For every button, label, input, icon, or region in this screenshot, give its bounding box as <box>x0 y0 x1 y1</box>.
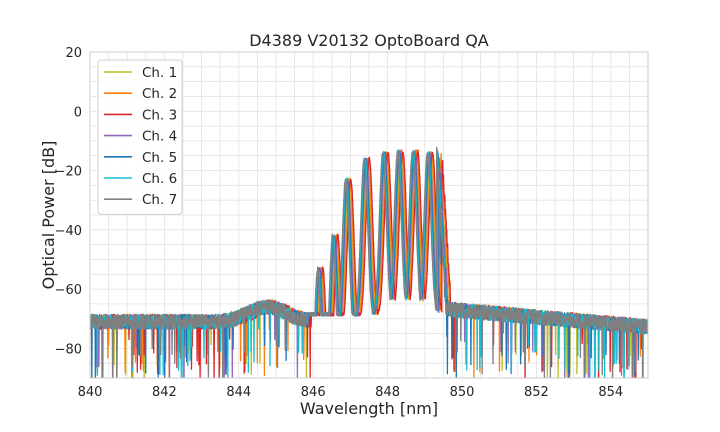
chart-title: D4389 V20132 OptoBoard QA <box>249 31 489 50</box>
legend-label: Ch. 2 <box>142 86 177 102</box>
x-axis-label: Wavelength [nm] <box>300 399 438 418</box>
legend-label: Ch. 1 <box>142 65 177 81</box>
y-tick-label: 20 <box>65 46 82 61</box>
y-axis-label: Optical Power [dB] <box>39 141 58 290</box>
x-tick-label: 846 <box>301 385 326 400</box>
y-tick-labels: −80 −60 −40 −20 0 20 <box>55 46 82 357</box>
y-tick-label: −80 <box>55 342 82 357</box>
plot-area <box>90 146 648 378</box>
axes-frame <box>89 51 649 379</box>
series-line-7 <box>90 146 648 378</box>
x-tick-label: 854 <box>598 385 623 400</box>
y-tick-label: −40 <box>55 224 82 239</box>
y-tick-label: 0 <box>74 105 82 120</box>
x-tick-label: 844 <box>226 385 251 400</box>
x-tick-label: 850 <box>450 385 475 400</box>
legend-label: Ch. 6 <box>142 171 177 187</box>
legend-label: Ch. 7 <box>142 192 177 208</box>
legend: Ch. 1 Ch. 2 Ch. 3 Ch. 4 Ch. 5 Ch. 6 Ch. 7 <box>97 59 183 215</box>
x-tick-label: 848 <box>375 385 400 400</box>
y-tick-label: −20 <box>55 165 82 180</box>
legend-label: Ch. 3 <box>142 107 177 123</box>
x-tick-label: 842 <box>152 385 177 400</box>
x-tick-labels: 840 842 844 846 848 850 852 854 <box>78 385 624 400</box>
legend-label: Ch. 5 <box>142 150 177 166</box>
series-lines <box>90 146 648 378</box>
x-tick-label: 852 <box>524 385 549 400</box>
y-tick-label: −60 <box>55 283 82 298</box>
legend-label: Ch. 4 <box>142 129 177 145</box>
x-tick-label: 840 <box>78 385 103 400</box>
legend-box <box>97 59 183 215</box>
